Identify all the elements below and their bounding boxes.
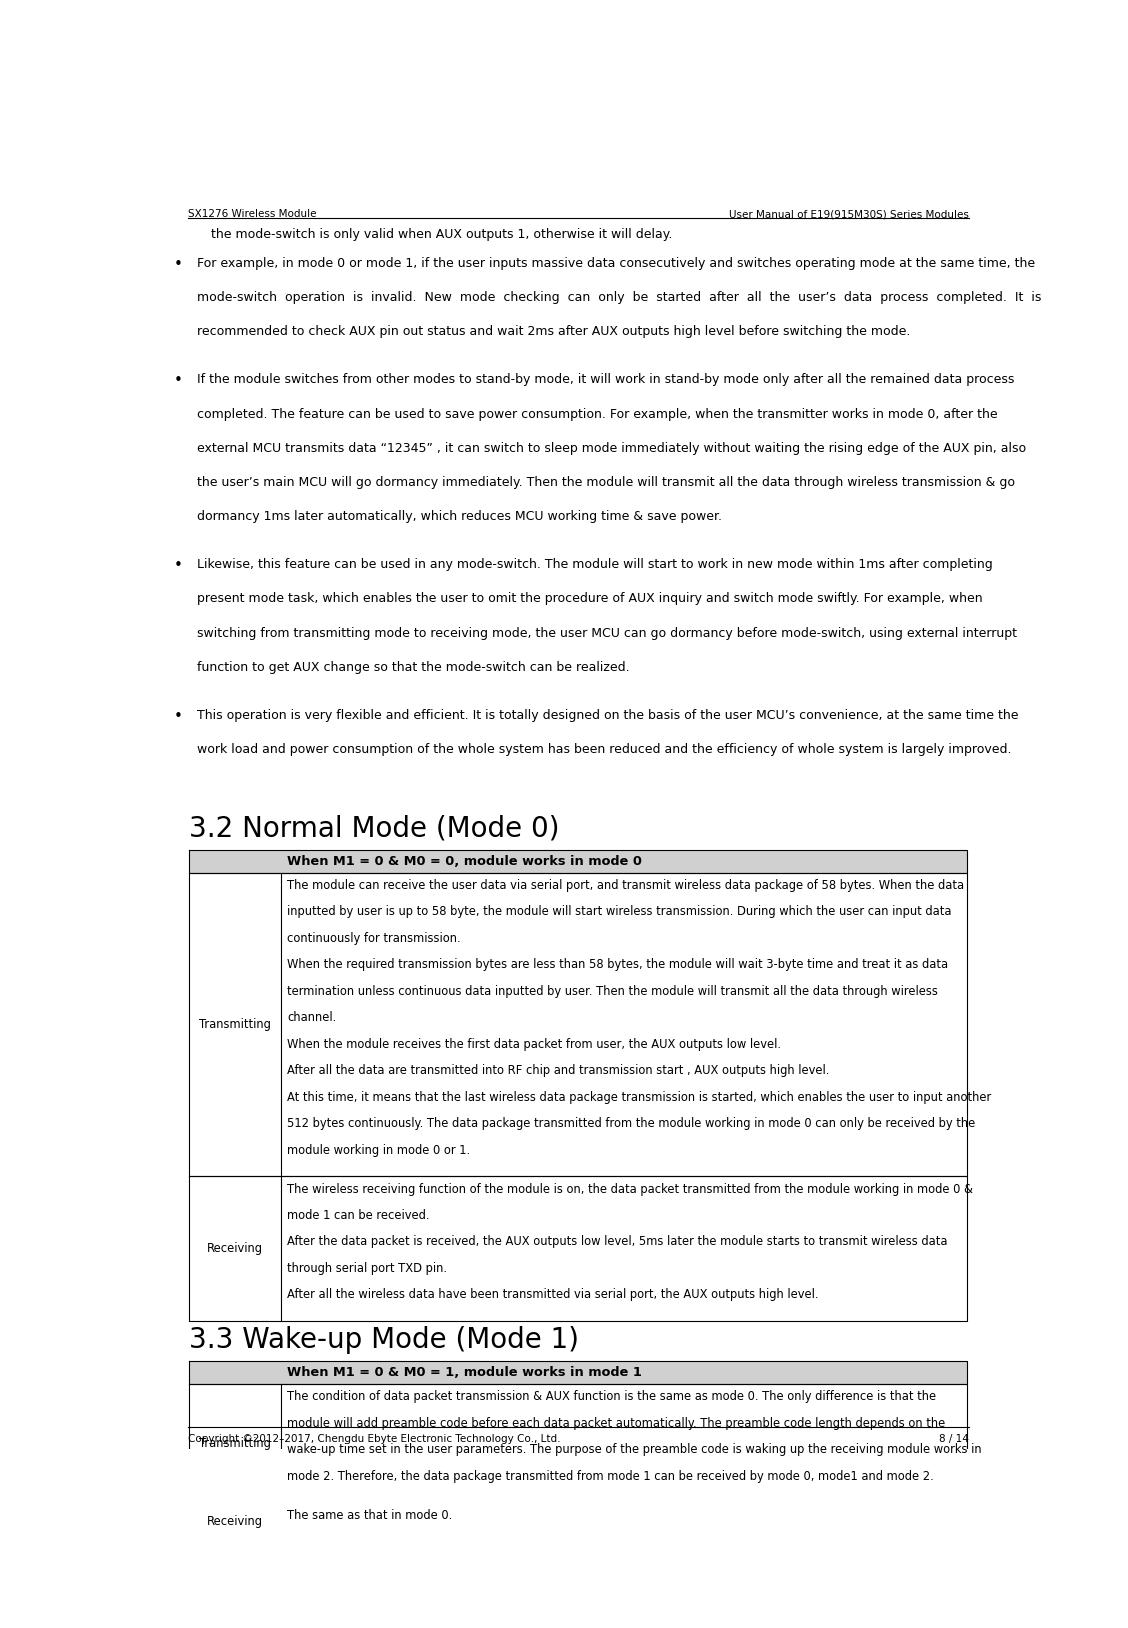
Text: mode 1 can be received.: mode 1 can be received. xyxy=(287,1210,430,1223)
Text: When M1 = 0 & M0 = 0, module works in mode 0: When M1 = 0 & M0 = 0, module works in mo… xyxy=(287,855,642,868)
Text: continuously for transmission.: continuously for transmission. xyxy=(287,931,460,944)
Text: •: • xyxy=(174,558,183,573)
Text: present mode task, which enables the user to omit the procedure of AUX inquiry a: present mode task, which enables the use… xyxy=(196,593,982,606)
Text: Copyright ©2012–2017, Chengdu Ebyte Electronic Technology Co., Ltd.: Copyright ©2012–2017, Chengdu Ebyte Elec… xyxy=(187,1434,559,1444)
Text: The wireless receiving function of the module is on, the data packet transmitted: The wireless receiving function of the m… xyxy=(287,1182,973,1195)
Text: module will add preamble code before each data packet automatically. The preambl: module will add preamble code before eac… xyxy=(287,1416,945,1429)
Text: mode-switch  operation  is  invalid.  New  mode  checking  can  only  be  starte: mode-switch operation is invalid. New mo… xyxy=(196,291,1041,304)
Text: The same as that in mode 0.: The same as that in mode 0. xyxy=(287,1509,452,1522)
Text: the mode-switch is only valid when AUX outputs 1, otherwise it will delay.: the mode-switch is only valid when AUX o… xyxy=(211,228,672,241)
Text: For example, in mode 0 or mode 1, if the user inputs massive data consecutively : For example, in mode 0 or mode 1, if the… xyxy=(196,257,1034,270)
Text: When the required transmission bytes are less than 58 bytes, the module will wai: When the required transmission bytes are… xyxy=(287,959,949,972)
Text: external MCU transmits data “12345” , it can switch to sleep mode immediately wi: external MCU transmits data “12345” , it… xyxy=(196,441,1026,454)
Text: Receiving: Receiving xyxy=(206,1516,263,1529)
Bar xyxy=(190,1384,967,1503)
Text: dormancy 1ms later automatically, which reduces MCU working time & save power.: dormancy 1ms later automatically, which … xyxy=(196,510,722,523)
Text: Transmitting: Transmitting xyxy=(199,1018,271,1031)
Text: through serial port TXD pin.: through serial port TXD pin. xyxy=(287,1262,447,1275)
Text: work load and power consumption of the whole system has been reduced and the eff: work load and power consumption of the w… xyxy=(196,742,1012,755)
Text: When M1 = 0 & M0 = 1, module works in mode 1: When M1 = 0 & M0 = 1, module works in mo… xyxy=(287,1366,642,1379)
Text: inputted by user is up to 58 byte, the module will start wireless transmission. : inputted by user is up to 58 byte, the m… xyxy=(287,905,952,918)
Text: function to get AUX change so that the mode-switch can be realized.: function to get AUX change so that the m… xyxy=(196,661,629,674)
Text: User Manual of E19(915M30S) Series Modules: User Manual of E19(915M30S) Series Modul… xyxy=(729,210,969,220)
Text: switching from transmitting mode to receiving mode, the user MCU can go dormancy: switching from transmitting mode to rece… xyxy=(196,627,1016,640)
Text: The module can receive the user data via serial port, and transmit wireless data: The module can receive the user data via… xyxy=(287,879,964,892)
Text: channel.: channel. xyxy=(287,1011,336,1024)
Bar xyxy=(190,850,967,873)
Text: •: • xyxy=(174,708,183,724)
Text: 512 bytes continuously. The data package transmitted from the module working in : 512 bytes continuously. The data package… xyxy=(287,1117,976,1130)
Text: When the module receives the first data packet from user, the AUX outputs low le: When the module receives the first data … xyxy=(287,1037,781,1050)
Text: wake-up time set in the user parameters. The purpose of the preamble code is wak: wake-up time set in the user parameters.… xyxy=(287,1444,981,1457)
Text: If the module switches from other modes to stand-by mode, it will work in stand-: If the module switches from other modes … xyxy=(196,373,1014,386)
Text: The condition of data packet transmission & AUX function is the same as mode 0. : The condition of data packet transmissio… xyxy=(287,1390,936,1403)
Text: module working in mode 0 or 1.: module working in mode 0 or 1. xyxy=(287,1144,470,1156)
Bar xyxy=(190,1361,967,1384)
Text: Transmitting: Transmitting xyxy=(199,1438,271,1451)
Text: the user’s main MCU will go dormancy immediately. Then the module will transmit : the user’s main MCU will go dormancy imm… xyxy=(196,475,1015,488)
Text: termination unless continuous data inputted by user. Then the module will transm: termination unless continuous data input… xyxy=(287,985,938,998)
Bar xyxy=(190,1177,967,1320)
Text: •: • xyxy=(174,373,183,389)
Bar xyxy=(190,873,281,1177)
Text: After all the data are transmitted into RF chip and transmission start , AUX out: After all the data are transmitted into … xyxy=(287,1065,829,1078)
Text: •: • xyxy=(174,257,183,272)
Text: Receiving: Receiving xyxy=(206,1242,263,1255)
Bar xyxy=(190,1503,967,1542)
Text: SX1276 Wireless Module: SX1276 Wireless Module xyxy=(187,210,316,220)
Text: At this time, it means that the last wireless data package transmission is start: At this time, it means that the last wir… xyxy=(287,1091,992,1104)
Text: recommended to check AUX pin out status and wait 2ms after AUX outputs high leve: recommended to check AUX pin out status … xyxy=(196,326,910,339)
Text: This operation is very flexible and efficient. It is totally designed on the bas: This operation is very flexible and effi… xyxy=(196,708,1019,721)
Text: 3.3 Wake-up Mode (Mode 1): 3.3 Wake-up Mode (Mode 1) xyxy=(190,1325,579,1354)
Text: After all the wireless data have been transmitted via serial port, the AUX outpu: After all the wireless data have been tr… xyxy=(287,1288,819,1301)
Text: Likewise, this feature can be used in any mode-switch. The module will start to : Likewise, this feature can be used in an… xyxy=(196,558,993,571)
Text: mode 2. Therefore, the data package transmitted from mode 1 can be received by m: mode 2. Therefore, the data package tran… xyxy=(287,1470,934,1483)
Text: completed. The feature can be used to save power consumption. For example, when : completed. The feature can be used to sa… xyxy=(196,407,997,420)
Text: After the data packet is received, the AUX outputs low level, 5ms later the modu: After the data packet is received, the A… xyxy=(287,1236,948,1249)
Bar xyxy=(190,873,967,1177)
Bar xyxy=(190,1177,281,1320)
Text: 8 / 14: 8 / 14 xyxy=(938,1434,969,1444)
Text: 3.2 Normal Mode (Mode 0): 3.2 Normal Mode (Mode 0) xyxy=(190,814,559,842)
